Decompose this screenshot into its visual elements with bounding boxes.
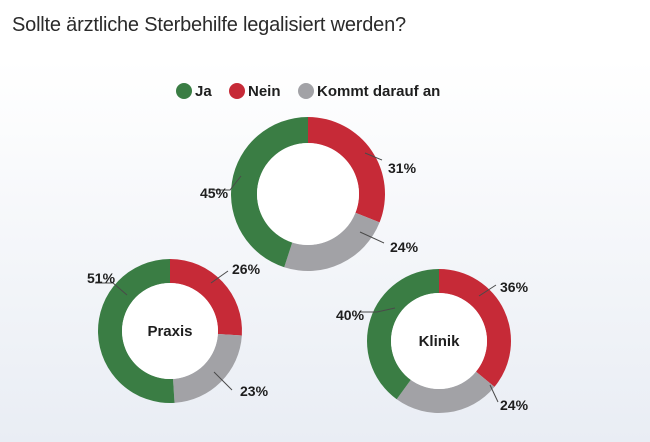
leader-line (213, 371, 233, 391)
leader-line (212, 175, 242, 191)
legend-label-1: Nein (248, 83, 281, 100)
legend-swatch-1 (229, 83, 245, 99)
legend: Ja Nein Kommt darauf an (176, 83, 440, 100)
data-label: 24% (500, 397, 529, 413)
donut-1: Praxis 51% 26% 23% (87, 259, 269, 403)
slice-ja (97, 259, 175, 403)
leader-line (359, 307, 396, 313)
data-label: 51% (87, 270, 116, 286)
leader-line (210, 270, 229, 284)
leader-line (478, 284, 497, 297)
slice-kommt-darauf-an (284, 212, 380, 271)
data-label: 24% (390, 239, 419, 255)
leader-line (364, 152, 383, 161)
data-label: 26% (232, 261, 261, 277)
slice-nein (308, 117, 385, 223)
legend-swatch-0 (176, 83, 192, 99)
slice-kommt-darauf-an (396, 371, 495, 413)
donut-hole (391, 293, 487, 389)
donut-hole (122, 283, 218, 379)
chart-title: Sollte ärztliche Sterbehilfe legalisiert… (12, 14, 406, 36)
donut-group: 45% 31% 24% Praxis 51% 26% 23% Klinik 40% 36% 24% (87, 117, 529, 413)
donut-center-label: Praxis (147, 323, 192, 340)
slice-ja (367, 269, 439, 400)
leader-line (95, 282, 128, 296)
leader-line (489, 384, 499, 403)
leader-line (359, 231, 385, 244)
slice-nein (170, 259, 242, 336)
legend-swatch-2 (298, 83, 314, 99)
data-label: 45% (200, 185, 229, 201)
data-label: 36% (500, 279, 529, 295)
slice-ja (231, 117, 308, 268)
data-label: 23% (240, 383, 269, 399)
donut-2: Klinik 40% 36% 24% (336, 269, 529, 413)
slice-nein (439, 269, 512, 387)
legend-label-2: Kommt darauf an (317, 83, 440, 100)
donut-center-label: Klinik (419, 333, 460, 350)
donut-0: 45% 31% 24% (200, 117, 419, 271)
data-label: 40% (336, 307, 365, 323)
legend-label-0: Ja (195, 83, 212, 100)
donut-hole (257, 143, 359, 245)
data-label: 31% (388, 160, 417, 176)
slice-kommt-darauf-an (173, 334, 242, 403)
